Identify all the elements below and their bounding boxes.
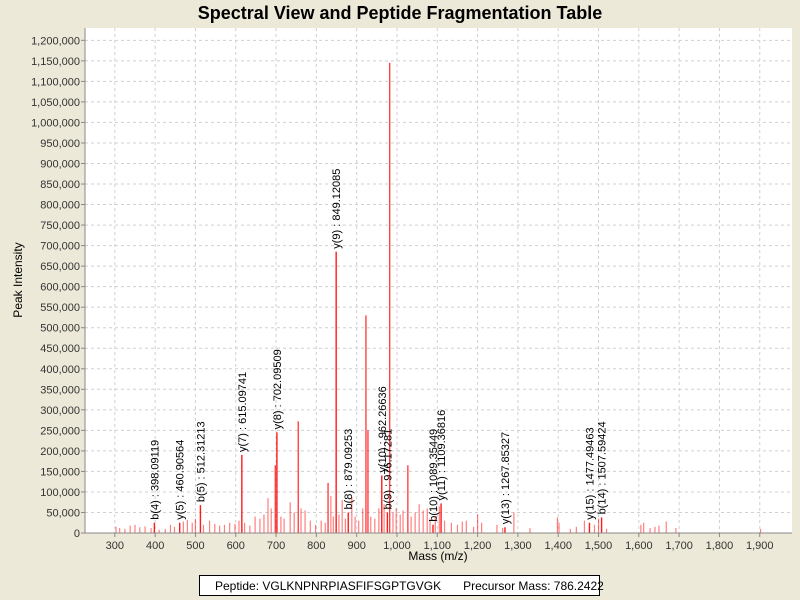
y-tick-label: 1,100,000 [31,76,80,88]
y-tick-label: 200,000 [40,446,80,458]
peak-label: y(9) : 849.12085 [331,169,343,249]
y-tick-label: 600,000 [40,282,80,294]
peak-label: b(14) : 1507.59424 [597,421,609,514]
peaks [115,62,762,533]
y-tick-label: 450,000 [40,343,80,355]
x-axis-label: Mass (m/z) [408,549,467,563]
y-tick-label: 350,000 [40,384,80,396]
peak-label: b(10) : 1089.35449 [428,429,440,522]
y-tick-label: 1,150,000 [31,56,80,68]
y-tick-label: 100,000 [40,487,80,499]
spectrum-chart: b(4) : 398.09119 y(5) : 460.90564 b(5) : 5… [11,28,792,563]
plot-area [85,28,792,533]
x-tick-label: 1,700 [665,540,693,552]
peak-label: b(8) : 879.09253 [343,429,355,510]
x-tick-label: 1,800 [706,540,734,552]
y-tick-label: 750,000 [40,220,80,232]
x-tick-label: 1,100 [424,540,452,552]
peak-label: b(9) : 976.17281 [382,429,394,510]
peak-label: b(4) : 398.09119 [149,440,161,520]
y-tick-label: 300,000 [40,405,80,417]
y-tick-label: 900,000 [40,158,80,170]
y-tick-label: 1,050,000 [31,97,80,109]
x-tick-label: 800 [307,540,325,552]
x-tick-label: 1,500 [585,540,613,552]
peak-label: y(7) : 615.09741 [237,372,249,452]
x-tick-label: 300 [106,540,124,552]
y-tick-label: 250,000 [40,425,80,437]
y-axis-label: Peak Intensity [11,242,25,317]
axes: 300 400 500 600 700 800 900 1,000 1,100 1,200 1,30… [31,28,792,552]
y-tick-label: 500,000 [40,323,80,335]
peak-label: y(8) : 702.09509 [272,349,284,429]
precursor-mass: Precursor Mass: 786.2422 [463,579,604,593]
y-tick-label: 550,000 [40,302,80,314]
x-tick-label: 1,600 [625,540,653,552]
legend: Peptide: VGLKNPNRPIASFIFSGPTGVGK Precurso… [199,575,604,596]
x-tick-label: 500 [186,540,204,552]
x-tick-label: 900 [347,540,365,552]
x-tick-label: 400 [146,540,164,552]
peak-label: y(11) : 1109.36816 [436,410,448,501]
x-tick-label: 700 [267,540,285,552]
peak-label: y(15) : 1477.49463 [584,427,596,519]
x-tick-label: 600 [227,540,245,552]
peak-label: y(13) : 1267.85327 [500,432,512,524]
x-tick-label: 1,200 [464,540,492,552]
x-tick-label: 1,300 [504,540,532,552]
y-tick-label: 700,000 [40,241,80,253]
y-tick-label: 50,000 [46,507,80,519]
y-tick-label: 650,000 [40,261,80,273]
chart-title: Spectral View and Peptide Fragmentation … [197,3,603,23]
y-tick-label: 850,000 [40,179,80,191]
x-tick-label: 1,000 [383,540,411,552]
y-tick-label: 800,000 [40,200,80,212]
peak-label: y(10) : 962.26636 [377,386,389,472]
x-tick-label: 1,400 [544,540,572,552]
x-tick-label: 1,900 [746,540,774,552]
peak-labels: b(4) : 398.09119 y(5) : 460.90564 b(5) : 5… [149,169,608,525]
peak-label: b(5) : 512.31213 [195,421,207,502]
y-tick-label: 1,200,000 [31,35,80,47]
y-tick-label: 0 [74,528,80,540]
y-tick-label: 150,000 [40,466,80,478]
y-tick-label: 1,000,000 [31,117,80,129]
peak-label: y(5) : 460.90564 [175,440,187,520]
peptide-sequence: Peptide: VGLKNPNRPIASFIFSGPTGVGK [215,579,442,593]
y-tick-label: 400,000 [40,364,80,376]
y-tick-label: 950,000 [40,138,80,150]
